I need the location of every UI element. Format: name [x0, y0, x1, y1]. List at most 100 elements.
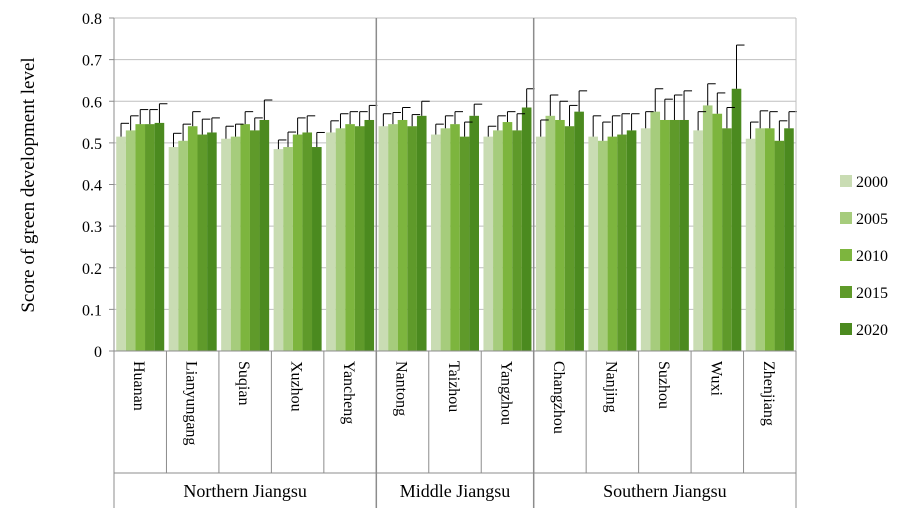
bar-changzhou-2020	[574, 111, 584, 351]
x-category-label: Xuzhou	[288, 361, 305, 412]
x-category-label: Huanan	[130, 361, 147, 411]
group-label: Southern Jiangsu	[603, 481, 727, 501]
bar-changzhou-2005	[545, 115, 556, 351]
bar-zhenjiang-2010	[764, 128, 775, 351]
bars	[116, 88, 794, 352]
bar-wuxi-2005	[702, 105, 713, 351]
bar-changzhou-2000	[535, 136, 546, 351]
y-tick-label: 0.4	[82, 178, 102, 195]
bar-lianyungang-2010	[187, 126, 198, 351]
x-category-label: Yancheng	[340, 361, 357, 424]
bar-yancheng-2020	[364, 119, 375, 351]
bar-suqian-2015	[249, 130, 260, 351]
y-tick-label: 0.5	[82, 136, 102, 153]
bar-nantong-2015	[407, 126, 417, 351]
legend-swatch-2015	[840, 286, 852, 298]
error-bars	[120, 44, 797, 150]
x-category-labels: Huanan Lianyungang Suqian Xuzhou Yancheng Nan…	[130, 361, 777, 445]
bar-nanjing-2005	[597, 140, 608, 351]
y-axis-title: Score of green development level	[18, 57, 39, 312]
bar-suqian-2005	[230, 136, 241, 351]
x-category-label: Lianyungang	[183, 361, 200, 445]
bar-suqian-2020	[259, 119, 270, 351]
bar-yangzhou-2000	[483, 136, 494, 351]
x-group-labels: Northern Jiangsu Middle Jiangsu Southern J…	[183, 481, 726, 501]
legend-label: 2015	[856, 285, 888, 302]
bar-nanjing-2010	[607, 136, 618, 351]
bar-taizhou-2005	[440, 128, 451, 351]
x-category-label: Suzhou	[655, 361, 672, 409]
bar-zhenjiang-2020	[784, 128, 794, 351]
bar-nantong-2010	[397, 119, 408, 351]
bar-nantong-2005	[388, 124, 398, 351]
group-label: Northern Jiangsu	[183, 481, 306, 501]
y-tick-labels: 0 0.1 0.2 0.3 0.4 0.5 0.6 0.7 0.8	[82, 11, 102, 361]
bar-suzhou-2000	[640, 128, 651, 351]
bar-changzhou-2010	[555, 119, 565, 351]
bar-suzhou-2010	[660, 119, 670, 351]
bar-xuzhou-2005	[283, 147, 293, 351]
legend-label: 2005	[856, 211, 888, 228]
bar-huanan-2010	[135, 124, 146, 351]
y-tick-label: 0	[94, 344, 102, 361]
legend-label: 2010	[856, 248, 888, 265]
bar-nanjing-2000	[588, 136, 598, 351]
bar-taizhou-2000	[431, 134, 441, 351]
bar-changzhou-2015	[564, 126, 575, 351]
bar-xuzhou-2020	[312, 147, 322, 351]
bar-xuzhou-2000	[273, 149, 284, 351]
bar-wuxi-2020	[731, 88, 742, 351]
y-tick-label: 0.1	[82, 302, 102, 319]
legend: 2000 2005 2010 2015 2020	[840, 174, 888, 339]
x-category-label: Nanjing	[602, 361, 619, 413]
bar-huanan-2020	[154, 122, 165, 352]
bar-huanan-2000	[116, 136, 126, 351]
y-tick-label: 0.6	[82, 94, 102, 111]
bar-suqian-2010	[240, 124, 250, 351]
legend-label: 2000	[856, 174, 888, 191]
bar-huanan-2015	[145, 124, 155, 351]
bar-yangzhou-2015	[512, 130, 522, 351]
group-label: Middle Jiangsu	[400, 481, 511, 501]
x-category-label: Nantong	[393, 361, 410, 416]
bar-nanjing-2015	[617, 134, 627, 351]
bar-nantong-2000	[378, 126, 389, 351]
bar-xuzhou-2015	[302, 132, 313, 351]
bar-suzhou-2015	[669, 119, 680, 351]
bar-yancheng-2010	[345, 124, 355, 351]
bar-taizhou-2015	[459, 136, 470, 351]
x-category-label: Wuxi	[707, 361, 724, 396]
legend-swatch-2000	[840, 175, 852, 187]
bar-suqian-2000	[221, 138, 231, 351]
bar-lianyungang-2005	[178, 140, 188, 351]
bar-taizhou-2010	[450, 124, 460, 351]
bar-huanan-2005	[125, 130, 136, 351]
bar-yangzhou-2005	[493, 130, 503, 351]
axes	[113, 18, 797, 508]
bar-lianyungang-2020	[207, 132, 217, 351]
legend-swatch-2010	[840, 249, 852, 261]
legend-swatch-2005	[840, 212, 852, 224]
x-category-label: Yangzhou	[497, 361, 514, 425]
x-category-label: Suqian	[235, 361, 252, 405]
bar-xuzhou-2010	[292, 134, 303, 351]
bar-wuxi-2010	[712, 113, 723, 351]
bar-lianyungang-2000	[168, 147, 179, 351]
y-tick-label: 0.8	[82, 11, 102, 28]
y-tick-label: 0.3	[82, 219, 102, 236]
bar-nantong-2020	[416, 115, 427, 351]
bar-zhenjiang-2015	[774, 140, 785, 351]
bar-suzhou-2020	[679, 119, 689, 351]
bar-suzhou-2005	[650, 111, 661, 351]
x-category-label: Zhenjiang	[760, 361, 777, 426]
bar-zhenjiang-2005	[755, 128, 765, 351]
x-category-label: Taizhou	[445, 361, 462, 412]
bar-wuxi-2000	[693, 130, 703, 351]
bar-yancheng-2005	[335, 128, 346, 351]
legend-label: 2020	[856, 322, 888, 339]
y-tick-label: 0.2	[82, 261, 102, 278]
bar-yangzhou-2010	[502, 122, 513, 351]
bar-lianyungang-2015	[197, 134, 208, 351]
